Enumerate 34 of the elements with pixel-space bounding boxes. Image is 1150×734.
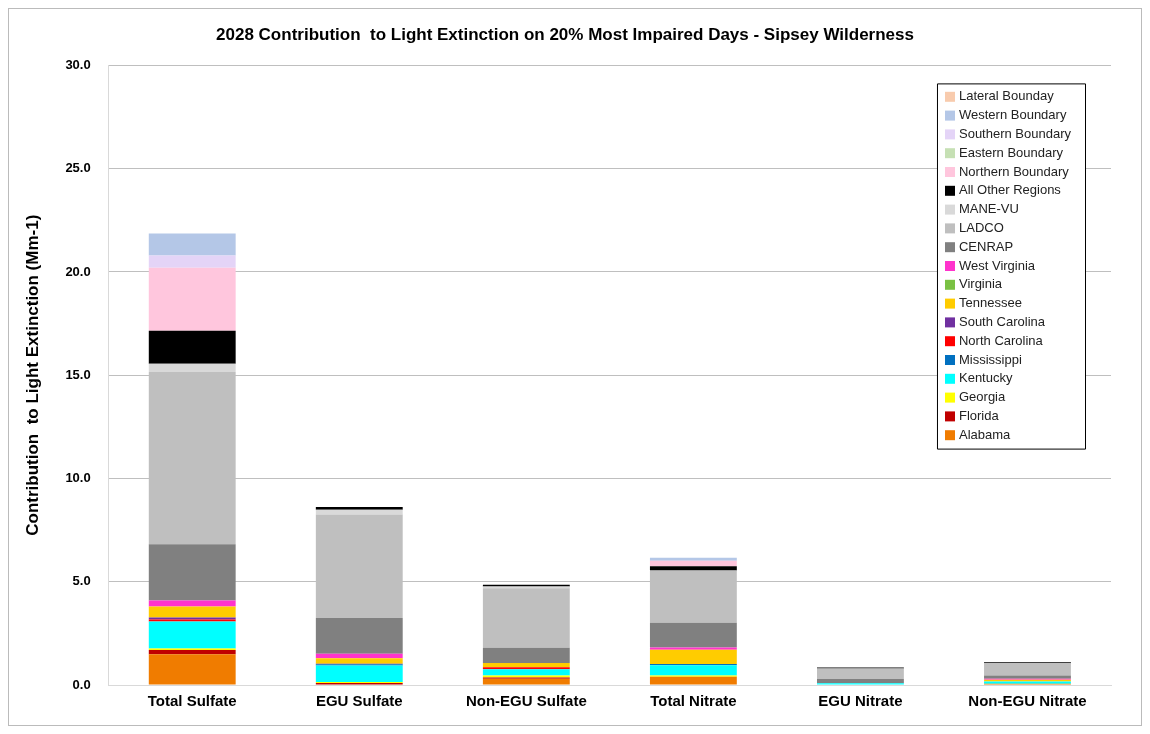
y-tick-label: 30.0	[65, 56, 91, 72]
legend-label: Northern Boundary	[958, 163, 1070, 179]
legend-label: West Virginia	[958, 257, 1036, 273]
legend-label: Lateral Bounday	[958, 88, 1055, 104]
y-tick-label: 0.0	[72, 676, 91, 692]
x-tick-label: Total Nitrate	[650, 692, 737, 710]
y-tick-label: 25.0	[65, 160, 91, 176]
legend-label: All Other Regions	[958, 182, 1062, 198]
y-tick-label: 5.0	[72, 573, 91, 589]
legend-label: Mississippi	[958, 351, 1022, 367]
legend-label: Georgia	[958, 389, 1006, 405]
legend-label: South Carolina	[958, 313, 1046, 329]
y-tick-label: 20.0	[65, 263, 91, 279]
legend-label: Western Boundary	[958, 107, 1067, 123]
legend-label: Eastern Boundary	[958, 144, 1064, 160]
legend-label: North Carolina	[958, 332, 1044, 348]
x-tick-label: Non-EGU Nitrate	[968, 692, 1087, 710]
x-tick-label: EGU Sulfate	[315, 692, 403, 710]
y-tick-label: 10.0	[65, 470, 91, 486]
x-tick-label: EGU Nitrate	[818, 692, 903, 710]
legend-label: Tennessee	[958, 295, 1022, 311]
legend-label: LADCO	[958, 219, 1004, 235]
legend-label: Alabama	[958, 426, 1012, 442]
legend-label: Kentucky	[958, 370, 1013, 386]
legend-label: MANE-VU	[958, 201, 1019, 217]
y-tick-label: 15.0	[65, 366, 91, 382]
y-axis-title: Contribution to Light Extinction (Mm-1)	[22, 214, 42, 536]
x-tick-label: Total Sulfate	[147, 692, 237, 710]
legend-label: CENRAP	[958, 238, 1014, 254]
chart-title: 2028 Contribution to Light Extinction on 20% Most Impaired Days - Sipsey Wilderness	[216, 24, 914, 44]
x-tick-label: Non-EGU Sulfate	[465, 692, 587, 710]
legend-label: Southern Boundary	[958, 125, 1072, 141]
legend-label: Virginia	[958, 276, 1003, 292]
legend-label: Florida	[958, 407, 1000, 423]
